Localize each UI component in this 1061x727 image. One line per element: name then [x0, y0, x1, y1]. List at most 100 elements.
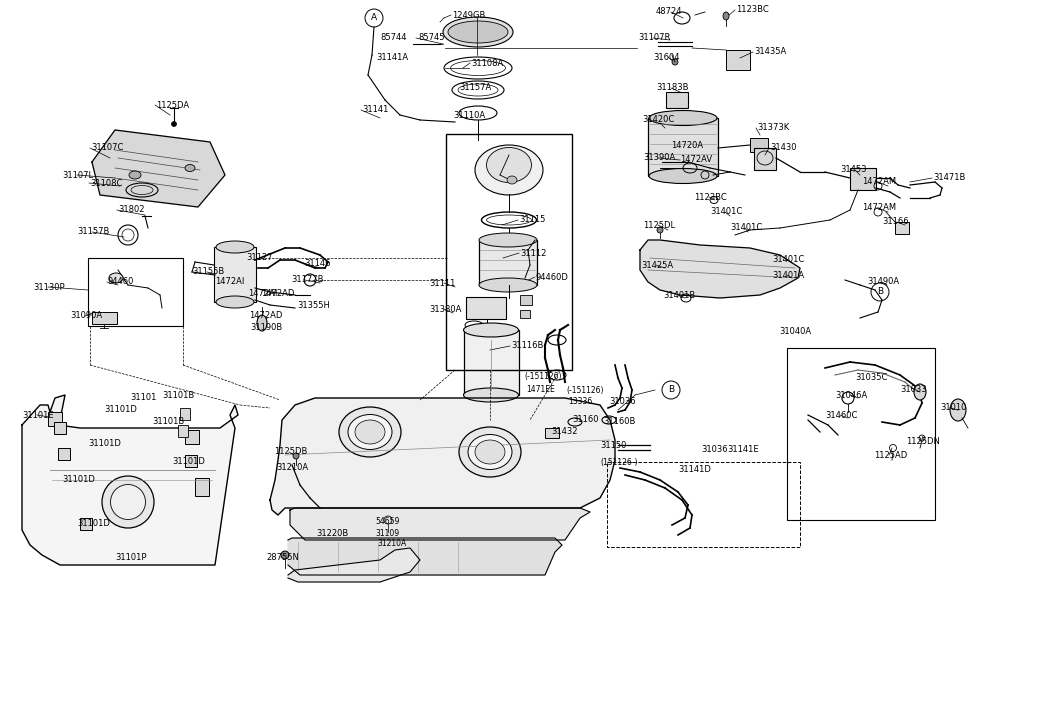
Ellipse shape — [464, 323, 519, 337]
Text: 31460C: 31460C — [825, 411, 857, 419]
Ellipse shape — [281, 551, 289, 559]
Text: 31101B: 31101B — [162, 390, 194, 400]
Text: 28755N: 28755N — [266, 553, 299, 563]
Text: 31107C: 31107C — [91, 143, 123, 153]
Text: 54659: 54659 — [375, 518, 399, 526]
Ellipse shape — [649, 169, 717, 183]
Text: 31107L: 31107L — [62, 171, 93, 180]
Text: 31401A: 31401A — [772, 270, 804, 279]
Text: 1472AM: 1472AM — [862, 177, 897, 187]
Text: 31373K: 31373K — [756, 124, 789, 132]
Text: 31101E: 31101E — [22, 411, 54, 419]
Text: 31401C: 31401C — [772, 255, 804, 265]
Text: 31160: 31160 — [572, 416, 598, 425]
Text: 31604: 31604 — [653, 52, 679, 62]
Ellipse shape — [216, 296, 254, 308]
Ellipse shape — [468, 435, 512, 470]
Text: 31033: 31033 — [900, 385, 926, 395]
Text: B: B — [668, 385, 674, 395]
Text: 31101D: 31101D — [88, 438, 121, 448]
Text: 85745: 85745 — [418, 33, 445, 42]
Text: 31435A: 31435A — [754, 47, 786, 57]
Text: 1472AI: 1472AI — [215, 278, 244, 286]
Text: 13336: 13336 — [568, 398, 592, 406]
Bar — [466, 297, 506, 319]
Text: 31183B: 31183B — [656, 84, 689, 92]
Text: 94460: 94460 — [108, 278, 135, 286]
Polygon shape — [92, 130, 225, 207]
Text: 1471EE: 1471EE — [526, 385, 555, 395]
Text: 31401C: 31401C — [710, 207, 743, 217]
Text: (151126-): (151126-) — [601, 459, 638, 467]
Bar — [648, 118, 718, 176]
Text: 1472AI: 1472AI — [248, 289, 277, 299]
Bar — [54, 422, 66, 434]
Text: 31210A: 31210A — [276, 464, 308, 473]
Bar — [666, 92, 688, 108]
Text: 31453: 31453 — [840, 166, 867, 174]
Bar — [464, 330, 519, 395]
Text: 31401C: 31401C — [730, 223, 762, 233]
Text: 1472AD: 1472AD — [249, 310, 282, 319]
Ellipse shape — [475, 145, 543, 195]
Text: 31036: 31036 — [609, 398, 636, 406]
Text: 1125DL: 1125DL — [643, 220, 675, 230]
Text: 1472AD: 1472AD — [261, 289, 294, 299]
Text: 31046A: 31046A — [835, 390, 867, 400]
Bar — [754, 148, 776, 170]
Ellipse shape — [479, 233, 537, 247]
Bar — [88, 258, 182, 326]
Bar — [185, 430, 199, 444]
Bar — [750, 138, 768, 152]
Polygon shape — [640, 240, 800, 298]
Text: 31109: 31109 — [375, 529, 399, 537]
Text: 31111: 31111 — [429, 278, 455, 287]
Text: 31425A: 31425A — [641, 260, 673, 270]
Text: 31141D: 31141D — [678, 465, 711, 475]
Text: 31116B: 31116B — [511, 342, 543, 350]
Text: 31101D: 31101D — [172, 457, 205, 467]
Text: 31141: 31141 — [362, 105, 388, 114]
Text: 31108C: 31108C — [90, 179, 122, 188]
Bar — [58, 448, 70, 460]
Text: 31101P: 31101P — [115, 553, 146, 563]
Ellipse shape — [185, 164, 195, 172]
Text: 31090A: 31090A — [70, 311, 102, 321]
Text: 1472AV: 1472AV — [680, 156, 712, 164]
Ellipse shape — [464, 388, 519, 402]
Text: 31130P: 31130P — [33, 283, 65, 292]
Text: 1125DB: 1125DB — [274, 448, 308, 457]
Ellipse shape — [479, 278, 537, 292]
Text: 31802: 31802 — [118, 206, 144, 214]
Text: 1123BC: 1123BC — [694, 193, 727, 201]
Ellipse shape — [355, 420, 385, 444]
Ellipse shape — [129, 171, 141, 179]
Ellipse shape — [448, 21, 508, 43]
Text: 31101B: 31101B — [152, 417, 185, 427]
Text: 1125DN: 1125DN — [906, 438, 940, 446]
Ellipse shape — [340, 407, 401, 457]
Text: 31166: 31166 — [882, 217, 908, 227]
Text: 31040A: 31040A — [779, 327, 811, 337]
Text: 31141A: 31141A — [376, 52, 408, 62]
Ellipse shape — [950, 399, 966, 421]
Text: 31150: 31150 — [601, 441, 626, 449]
Text: 31101D: 31101D — [62, 475, 94, 484]
Text: 31190B: 31190B — [250, 323, 282, 332]
Text: 1249GB: 1249GB — [452, 10, 485, 20]
Bar — [545, 428, 559, 438]
Ellipse shape — [216, 241, 254, 253]
Text: 31036: 31036 — [701, 446, 728, 454]
Text: (-151126): (-151126) — [566, 385, 604, 395]
Bar — [520, 295, 532, 305]
Text: 31430: 31430 — [770, 143, 797, 153]
Ellipse shape — [257, 315, 267, 331]
Bar — [479, 240, 537, 285]
Ellipse shape — [649, 111, 717, 126]
Ellipse shape — [672, 59, 678, 65]
Bar — [607, 462, 800, 547]
Text: 14720A: 14720A — [671, 140, 703, 150]
Text: 31157B: 31157B — [77, 228, 109, 236]
Text: 31107R: 31107R — [638, 33, 671, 42]
Bar — [185, 455, 197, 467]
